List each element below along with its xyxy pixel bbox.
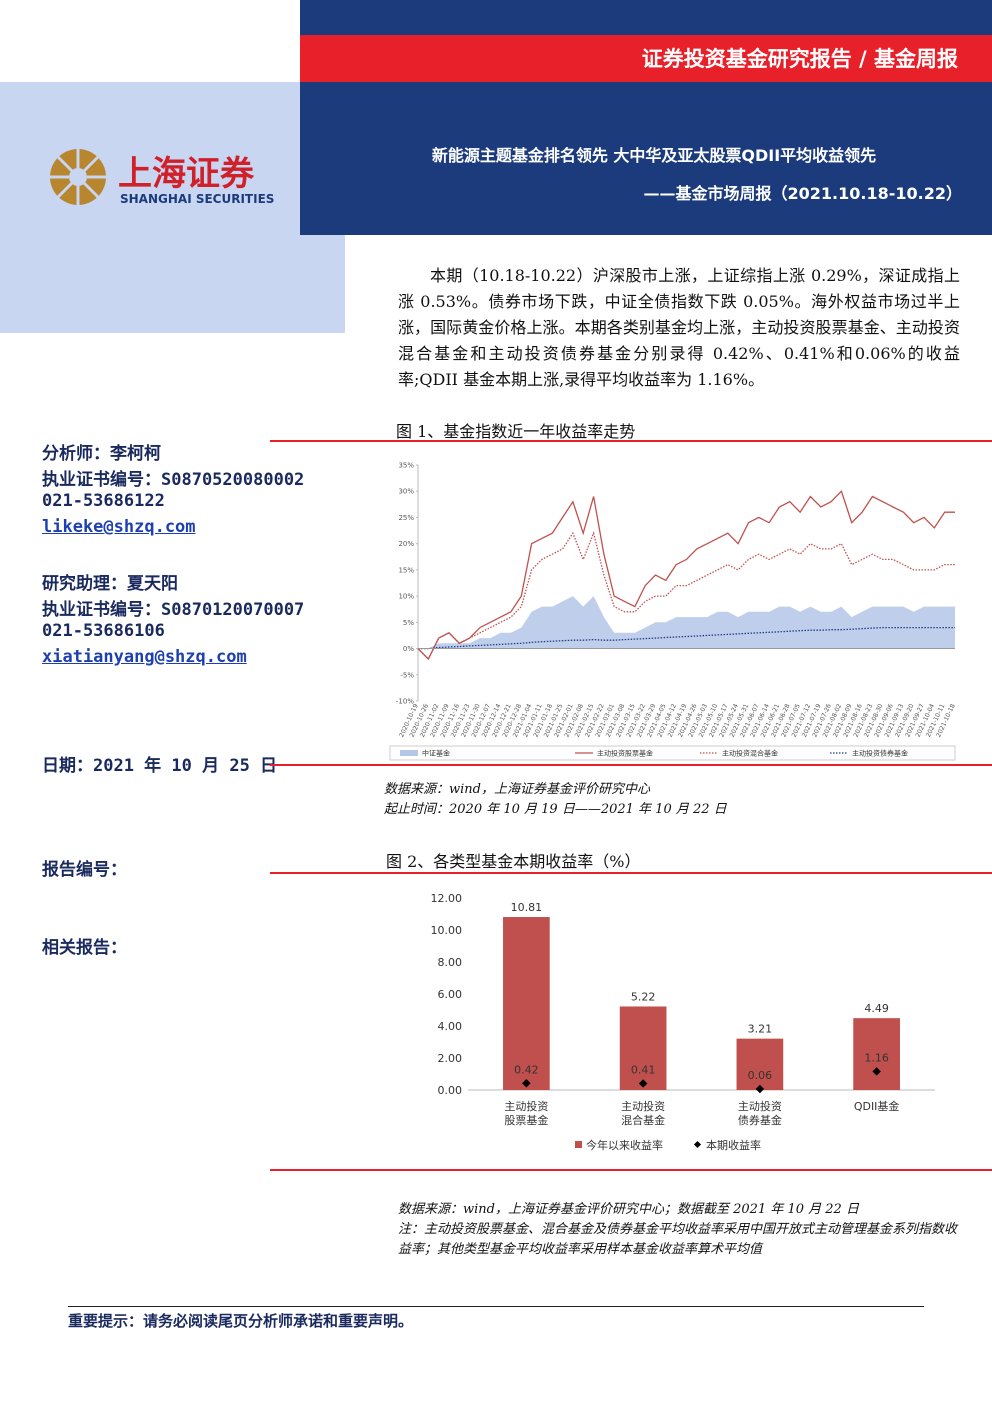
analyst-phone: 021-53686106: [42, 621, 165, 641]
x-tick-label: 主动投资混合基金: [621, 1099, 665, 1127]
area: [418, 596, 955, 649]
y-tick-label: 30%: [398, 488, 414, 496]
point: [755, 1084, 765, 1094]
analyst-email[interactable]: likeke@shzq.com: [42, 517, 196, 537]
figure-caption: 图 2、各类型基金本期收益率（%）: [386, 852, 641, 871]
line: [417, 531, 955, 661]
legend-label: 本期收益率: [706, 1138, 761, 1152]
footer-note: 重要提示：请务必阅读尾页分析师承诺和重要声明。: [68, 1312, 414, 1330]
line: [417, 489, 955, 661]
point: [872, 1067, 881, 1076]
y-tick-label: 10.00: [431, 924, 463, 937]
report-subtitle: ——基金市场周报（2021.10.18-10.22）: [644, 184, 962, 203]
banner-text: 证券投资基金研究报告 / 基金周报: [642, 47, 958, 71]
value-label: 1.16: [864, 1051, 889, 1064]
value-label: 10.81: [511, 901, 543, 914]
y-tick-label: -10%: [396, 698, 414, 706]
logo-english: SHANGHAI SECURITIES: [120, 192, 274, 206]
bar: [503, 917, 550, 1090]
legend-label: 今年以来收益率: [586, 1138, 663, 1152]
figure-caption: 图 1、基金指数近一年收益率走势: [396, 422, 636, 441]
bar: [736, 1038, 784, 1090]
logo-icon: [50, 149, 106, 205]
y-tick-label: 5%: [403, 619, 414, 627]
footer-rule: [68, 1306, 924, 1307]
value-label: 0.41: [631, 1063, 656, 1076]
y-tick-label: 35%: [398, 462, 414, 470]
bar: [853, 1018, 900, 1090]
header: 证券投资基金研究报告 / 基金周报 新能源主题基金排名领先 大中华及亚太股票QD…: [0, 0, 992, 333]
y-tick-label: 15%: [398, 566, 414, 574]
rule: [270, 872, 992, 874]
analyst-cert: 执业证书编号：S0870120070007: [42, 600, 305, 620]
point: [638, 1079, 648, 1088]
analyst-name: 研究助理：夏天阳: [42, 574, 178, 594]
figure-source: 数据来源：wind，上海证券基金评价研究中心；数据截至 2021 年 10 月 …: [398, 1202, 859, 1217]
x-tick-label: QDII基金: [854, 1099, 900, 1113]
legend-label: 中证基金: [422, 749, 450, 758]
rule: [270, 1169, 992, 1171]
legend-swatch: [575, 1141, 582, 1148]
bar-chart: 0.00 2.00 4.00 6.00 8.00 10.00 12.00 主动投资股票基金 主动…: [431, 892, 935, 1152]
value-label: 3.21: [748, 1023, 773, 1036]
related-reports: 相关报告：: [42, 938, 127, 958]
banner: [300, 35, 992, 82]
report-number: 报告编号：: [42, 860, 127, 880]
value-label: 4.49: [864, 1002, 889, 1015]
figure-period: 起止时间：2020 年 10 月 19 日——2021 年 10 月 22 日: [384, 802, 727, 817]
y-tick-label: 0%: [403, 645, 414, 653]
value-label: 5.22: [631, 990, 656, 1003]
legend-swatch: [693, 1140, 702, 1149]
y-tick-label: 12.00: [431, 892, 463, 905]
analyst-name: 分析师：李柯柯: [42, 444, 161, 464]
report-date: 日期：2021 年 10 月 25 日: [42, 756, 278, 776]
y-tick-label: 25%: [398, 514, 414, 522]
legend-label: 主动投资混合基金: [722, 749, 778, 758]
report-title: 新能源主题基金排名领先 大中华及亚太股票QDII平均收益领先: [432, 146, 876, 165]
summary: 本期（10.18-10.22）沪深股市上涨，上证综指上涨 0.29%，深证成指上…: [398, 266, 960, 389]
y-tick-label: 20%: [398, 540, 414, 548]
x-tick-label: 主动投资债券基金: [738, 1099, 782, 1127]
rule: [270, 440, 992, 442]
rule: [270, 764, 992, 766]
y-tick-label: 8.00: [438, 956, 463, 969]
y-tick-label: 2.00: [438, 1052, 463, 1065]
y-tick-label: 4.00: [438, 1020, 463, 1033]
y-tick-label: -5%: [400, 671, 414, 679]
x-tick-label: 主动投资股票基金: [504, 1099, 548, 1127]
figure-note: 注：主动投资股票基金、混合基金及债券基金平均收益率采用中国开放式主动管理基金系列…: [398, 1222, 958, 1257]
analyst-cert: 执业证书编号：S0870520080002: [42, 470, 305, 490]
analyst-phone: 021-53686122: [42, 491, 165, 511]
logo-name: 上海证券: [118, 154, 255, 194]
line-chart: -10%-5%0%5%10%15%20%25%30%35%2020-10-192…: [389, 462, 957, 761]
line: [418, 626, 955, 650]
legend-swatch: [400, 750, 418, 756]
value-label: 0.42: [514, 1063, 539, 1076]
y-tick-label: 10%: [398, 593, 414, 601]
value-label: 0.06: [748, 1069, 773, 1082]
legend-label: 主动投资股票基金: [597, 749, 653, 758]
legend-box: [389, 745, 956, 761]
side-panel: [0, 82, 345, 333]
figure-source: 数据来源：wind，上海证券基金评价研究中心: [384, 782, 650, 797]
bar: [619, 1006, 667, 1090]
y-tick-label: 0.00: [438, 1084, 463, 1097]
legend-label: 主动投资债券基金: [852, 749, 908, 758]
analyst-email[interactable]: xiatianyang@shzq.com: [42, 647, 247, 667]
y-tick-label: 6.00: [438, 988, 463, 1001]
